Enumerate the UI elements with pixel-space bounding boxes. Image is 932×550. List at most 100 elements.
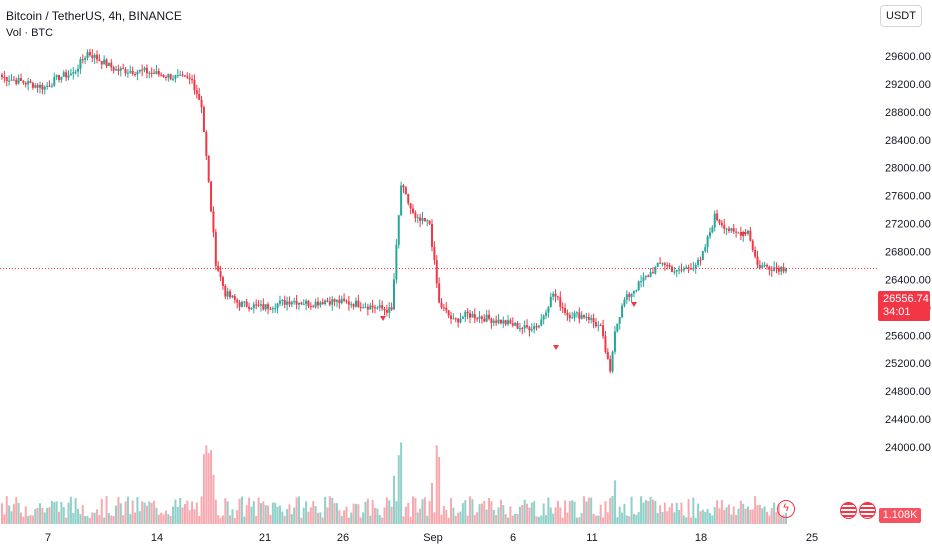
candle-body	[81, 59, 84, 61]
candle-body	[345, 300, 348, 302]
volume-bar	[84, 515, 87, 524]
volume-bar	[611, 495, 614, 524]
volume-bar	[654, 500, 657, 524]
volume-bar	[699, 511, 702, 524]
candle-body	[564, 308, 567, 313]
volume-bar	[74, 498, 77, 524]
volume-bar	[24, 506, 27, 524]
volume-bar	[93, 512, 96, 524]
volume-bar	[578, 517, 581, 524]
volume-bar	[250, 506, 253, 524]
volume-bar	[556, 500, 559, 524]
volume-bar	[746, 506, 749, 524]
volume-bar	[613, 480, 616, 524]
candle-body	[1, 74, 3, 78]
volume-bar	[364, 501, 367, 524]
candle-body	[364, 306, 367, 308]
event-marker	[380, 316, 386, 321]
volume-bar	[378, 514, 381, 524]
volume-bar	[96, 509, 99, 524]
candle-body	[240, 301, 243, 307]
volume-bar	[711, 515, 714, 524]
volume-bar	[594, 515, 597, 524]
candle-body	[366, 306, 369, 310]
candle-body	[423, 218, 426, 222]
candle-body	[523, 325, 526, 329]
volume-bar	[338, 510, 341, 524]
volume-bar	[749, 509, 752, 524]
volume-bar	[240, 496, 243, 524]
volume-bar	[476, 512, 479, 524]
candle-body	[611, 351, 614, 372]
volume-bar	[526, 503, 529, 524]
volume-bar	[637, 511, 640, 524]
candle-body	[115, 69, 118, 71]
candle-body	[331, 299, 334, 305]
flag-icon[interactable]	[840, 502, 857, 519]
candle-body	[96, 54, 99, 60]
candle-body	[699, 259, 702, 261]
candle-body	[343, 298, 346, 301]
volume-bar	[644, 500, 647, 524]
candle-body	[763, 264, 766, 266]
candle-body	[117, 69, 120, 71]
candle-body	[397, 215, 400, 245]
candle-body	[618, 317, 621, 324]
candle-body	[542, 315, 545, 320]
volume-bar	[616, 517, 619, 524]
volume-bar	[316, 512, 319, 524]
candle-body	[293, 300, 296, 303]
candle-body	[259, 304, 262, 306]
candle-body	[428, 220, 431, 225]
volume-bar	[3, 514, 6, 524]
candle-body	[561, 306, 564, 309]
flag-icon[interactable]	[859, 502, 876, 519]
volume-bar	[67, 502, 70, 524]
candle-body	[670, 266, 673, 272]
candle-body	[72, 72, 75, 74]
volume-bar	[314, 506, 317, 524]
volume-bar	[62, 507, 65, 524]
candle-body	[141, 69, 144, 71]
candle-body	[191, 78, 194, 81]
candle-body	[8, 80, 11, 82]
volume-bar	[79, 514, 82, 524]
volume-bar	[518, 506, 521, 524]
volume-bar	[454, 515, 457, 524]
candle-body	[383, 308, 386, 310]
candle-body	[530, 329, 533, 331]
candle-body	[39, 84, 42, 88]
volume-bar	[345, 506, 348, 524]
candle-body	[290, 302, 293, 305]
candle-body	[761, 265, 764, 268]
candle-body	[169, 74, 172, 80]
flash-icon[interactable]: ϟ	[777, 500, 795, 518]
volume-bar	[193, 509, 196, 524]
volume-bar	[281, 511, 284, 524]
volume-bar	[60, 502, 63, 524]
candle-body	[86, 52, 89, 59]
volume-bar	[661, 512, 664, 524]
candle-body	[606, 351, 609, 359]
candle-body	[718, 219, 721, 223]
candle-body	[725, 228, 728, 230]
volume-bar	[478, 504, 481, 524]
currency-button[interactable]: USDT	[880, 5, 922, 27]
candle-body	[393, 279, 395, 310]
volume-bar	[756, 505, 759, 524]
volume-bar	[91, 512, 94, 524]
candle-body	[773, 267, 776, 271]
volume-bar	[435, 445, 438, 524]
candle-body	[100, 60, 103, 65]
candle-body	[452, 318, 455, 320]
volume-bar	[179, 497, 182, 524]
volume-bar	[393, 475, 395, 524]
volume-bar	[359, 517, 362, 524]
volume-bar	[528, 507, 531, 524]
volume-legend: Vol · BTC	[6, 27, 54, 39]
volume-bar	[592, 513, 595, 524]
candle-body	[93, 54, 96, 59]
candle-body	[157, 71, 160, 75]
volume-bar	[22, 516, 25, 524]
